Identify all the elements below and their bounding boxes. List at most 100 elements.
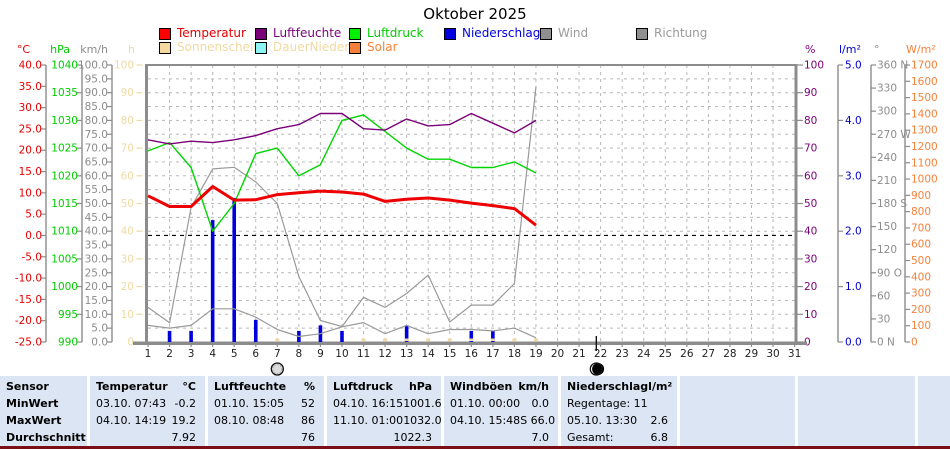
axis-tick-label: 25.0 [85, 267, 108, 279]
sonnenschein-swatch-icon [159, 41, 171, 54]
day-label: 2 [166, 348, 173, 360]
wind-line [147, 308, 537, 339]
cell-value: 1032.0 [403, 414, 441, 427]
axis-tick-label: 240 [877, 152, 897, 164]
cell-value: 1022.3 [393, 431, 433, 444]
weather-chart: 40.035.030.025.020.015.010.05.00.0-5.0-1… [15, 43, 938, 376]
axis-tick-label: 30.0 [85, 253, 108, 265]
legend-label: Niederschlag [462, 26, 541, 40]
axis-tick-label: 600 [911, 239, 931, 251]
axis-tick-label: 70 [804, 143, 817, 155]
cell-date: 01.10. 15:05 [214, 397, 285, 410]
col-header-unit: % [303, 380, 315, 393]
dauernieders-swatch-icon [255, 41, 267, 54]
niederschlag-swatch-icon [444, 27, 456, 40]
axis-tick-label: 40 [121, 226, 134, 238]
axis-tick-label: 90 [804, 87, 817, 99]
axis-tick-label: 1035 [51, 87, 78, 99]
axis-tick-label: 20 [121, 281, 134, 293]
precipitation-bar-day-3 [189, 330, 193, 342]
stats-col-niederschlag: Niederschlag l/m² Regentage: 11 05.10. 13:3… [561, 376, 677, 446]
legend-item-dauernieders[interactable]: DauerNieders [255, 41, 355, 54]
axis-tick-label: 15.0 [19, 166, 42, 178]
legend-label: Solar [367, 40, 398, 54]
col-header-name: Luftfeuchte [214, 380, 287, 393]
axis-tick-label: 700 [911, 222, 931, 234]
stats-cell-min: 01.10. 15:05 52 [208, 395, 324, 412]
cell-date: 08.10. 08:48 [214, 414, 285, 427]
col-header-name: Windböen [450, 380, 513, 393]
stats-col-header: Niederschlag l/m² [561, 378, 677, 395]
day-label: 3 [188, 348, 195, 360]
day-label: 24 [637, 348, 651, 360]
axis-tick-label: 30.0 [19, 102, 42, 114]
axis-tick-label: 1020 [51, 170, 78, 182]
day-label: 19 [529, 348, 542, 360]
stats-cell-avg: 7.0 [444, 429, 558, 446]
solar-swatch-icon [349, 41, 361, 54]
richtung-swatch-icon [636, 27, 648, 40]
axis-left-hPa [77, 64, 83, 343]
legend-item-solar[interactable]: Solar [349, 41, 398, 54]
axis-tick-label: 70 [121, 143, 134, 155]
day-label: 27 [702, 348, 715, 360]
legend-item-sonnenschein[interactable]: Sonnenschein [159, 41, 261, 54]
cell-value: 0.0 [531, 397, 550, 410]
temperatur-line [147, 185, 537, 227]
legend-item-luftfeuchte[interactable]: Luftfeuchte [255, 27, 341, 40]
legend-item-richtung[interactable]: Richtung [636, 27, 707, 40]
axis-tick-label: -25.0 [15, 337, 42, 349]
legend-item-wind[interactable]: Wind [540, 27, 588, 40]
row-label: Durchschnitt [0, 429, 87, 446]
col-header-name: Niederschlag [567, 380, 649, 393]
axis-tick-label: 1300 [911, 125, 938, 137]
axis-unit-label: l/m² [839, 43, 861, 56]
moon-phase-icon-full [270, 362, 284, 376]
cell-date: 03.10. 07:43 [96, 397, 167, 410]
luftdruck-swatch-icon [349, 27, 361, 40]
axis-tick-label: 180 S [877, 198, 907, 210]
axis-tick-label: 80 [121, 115, 134, 127]
day-label: 21 [572, 348, 585, 360]
cell-date: Regentage: 11 [567, 397, 648, 410]
axis-tick-label: 1.0 [845, 281, 862, 293]
legend-item-temperatur[interactable]: Temperatur [159, 27, 246, 40]
axis-tick-label: 30 [804, 253, 817, 265]
gridlines [148, 65, 795, 342]
axis-tick-label: 90 [121, 87, 134, 99]
axis-tick-label: 0 N [877, 337, 895, 349]
axis-tick-label: 10 [804, 309, 817, 321]
stats-cell-max: 05.10. 13:30 2.6 [561, 412, 677, 429]
axis-tick-label: 90.0 [85, 87, 108, 99]
stats-cell-max: 04.10. 15:48 S 66.0 [444, 412, 558, 429]
axis-tick-label: 800 [911, 206, 931, 218]
axis-unit-label: % [805, 43, 815, 56]
axis-tick-label: 80 [804, 115, 817, 127]
axis-tick-label: 1500 [911, 92, 938, 104]
day-label: 16 [465, 348, 479, 360]
row-label-text: Sensor [6, 380, 49, 393]
axis-tick-label: 150 [877, 221, 897, 233]
precipitation-bar-day-5 [232, 197, 237, 342]
legend-item-luftdruck[interactable]: Luftdruck [349, 27, 424, 40]
stats-cell-min: 01.10. 00:00 0.0 [444, 395, 558, 412]
axis-tick-label: 330 [877, 83, 897, 95]
axis-tick-label: 1400 [911, 108, 938, 120]
legend-label: Luftdruck [367, 26, 424, 40]
axis-unit-label: hPa [50, 43, 70, 56]
axis-tick-label: 210 [877, 175, 897, 187]
axis-tick-label: 60 [877, 290, 890, 302]
precipitation-bars [167, 197, 495, 342]
day-label: 7 [274, 348, 281, 360]
day-label: 26 [680, 348, 694, 360]
legend-item-niederschlag[interactable]: Niederschlag [444, 27, 540, 40]
axis-tick-label: 70.0 [85, 143, 108, 155]
axis-tick-label: 1005 [51, 253, 78, 265]
axis-tick-label: 270 W [877, 129, 911, 141]
axis-tick-label: 45.0 [85, 212, 108, 224]
axis-tick-label: 1040 [51, 60, 78, 72]
cell-date: 04.10. 14:19 [96, 414, 167, 427]
axis-tick-label: 1000 [911, 174, 938, 186]
legend-label: Luftfeuchte [273, 26, 342, 40]
cell-date: 04.10. 16:15 [333, 397, 404, 410]
